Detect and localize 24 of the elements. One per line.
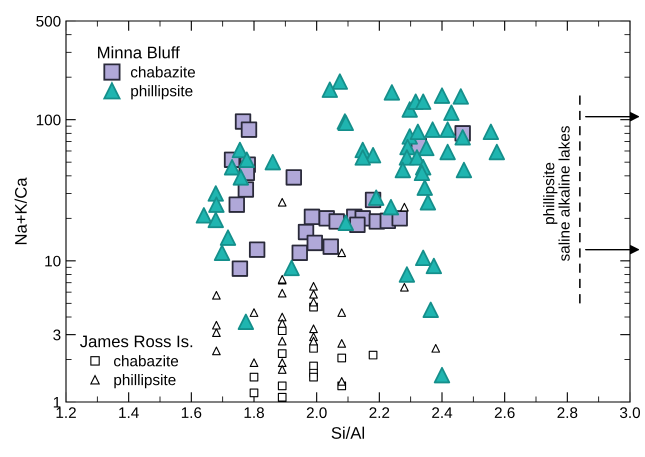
legend-label: chabazite <box>114 355 178 366</box>
x-tick-label: 1.6 <box>182 407 202 418</box>
x-tick-label: 1.4 <box>119 407 139 418</box>
annotation: James Ross Is. <box>80 336 192 348</box>
y-tick-label: 10 <box>45 256 61 267</box>
x-axis-title: Si/Al <box>332 426 364 439</box>
legend-label: chabazite <box>130 66 196 78</box>
x-tick-label: 2.2 <box>369 407 390 418</box>
y-tick-label: 3 <box>53 330 60 340</box>
x-tick-label: 2.4 <box>432 407 452 418</box>
y-tick-label: 500 <box>36 16 61 27</box>
y-tick-label: 1 <box>54 397 60 408</box>
x-tick-label: 1.2 <box>56 407 76 418</box>
x-tick-label: 3.0 <box>620 407 640 418</box>
legend-label: phillipsite <box>114 374 176 388</box>
legend-title: Minna Bluff <box>98 46 180 58</box>
y-axis-title: Na+K/Ca <box>14 177 27 244</box>
annotation: phillipsite saline alkaline lakes <box>543 126 570 261</box>
x-tick-label: 2.0 <box>306 407 327 418</box>
y-tick-label: 100 <box>36 114 61 126</box>
legend-label: phillipsite <box>131 85 192 100</box>
x-tick-label: 2.6 <box>494 407 515 418</box>
x-tick-label: 1.8 <box>244 407 264 418</box>
x-tick-label: 2.8 <box>557 407 578 418</box>
